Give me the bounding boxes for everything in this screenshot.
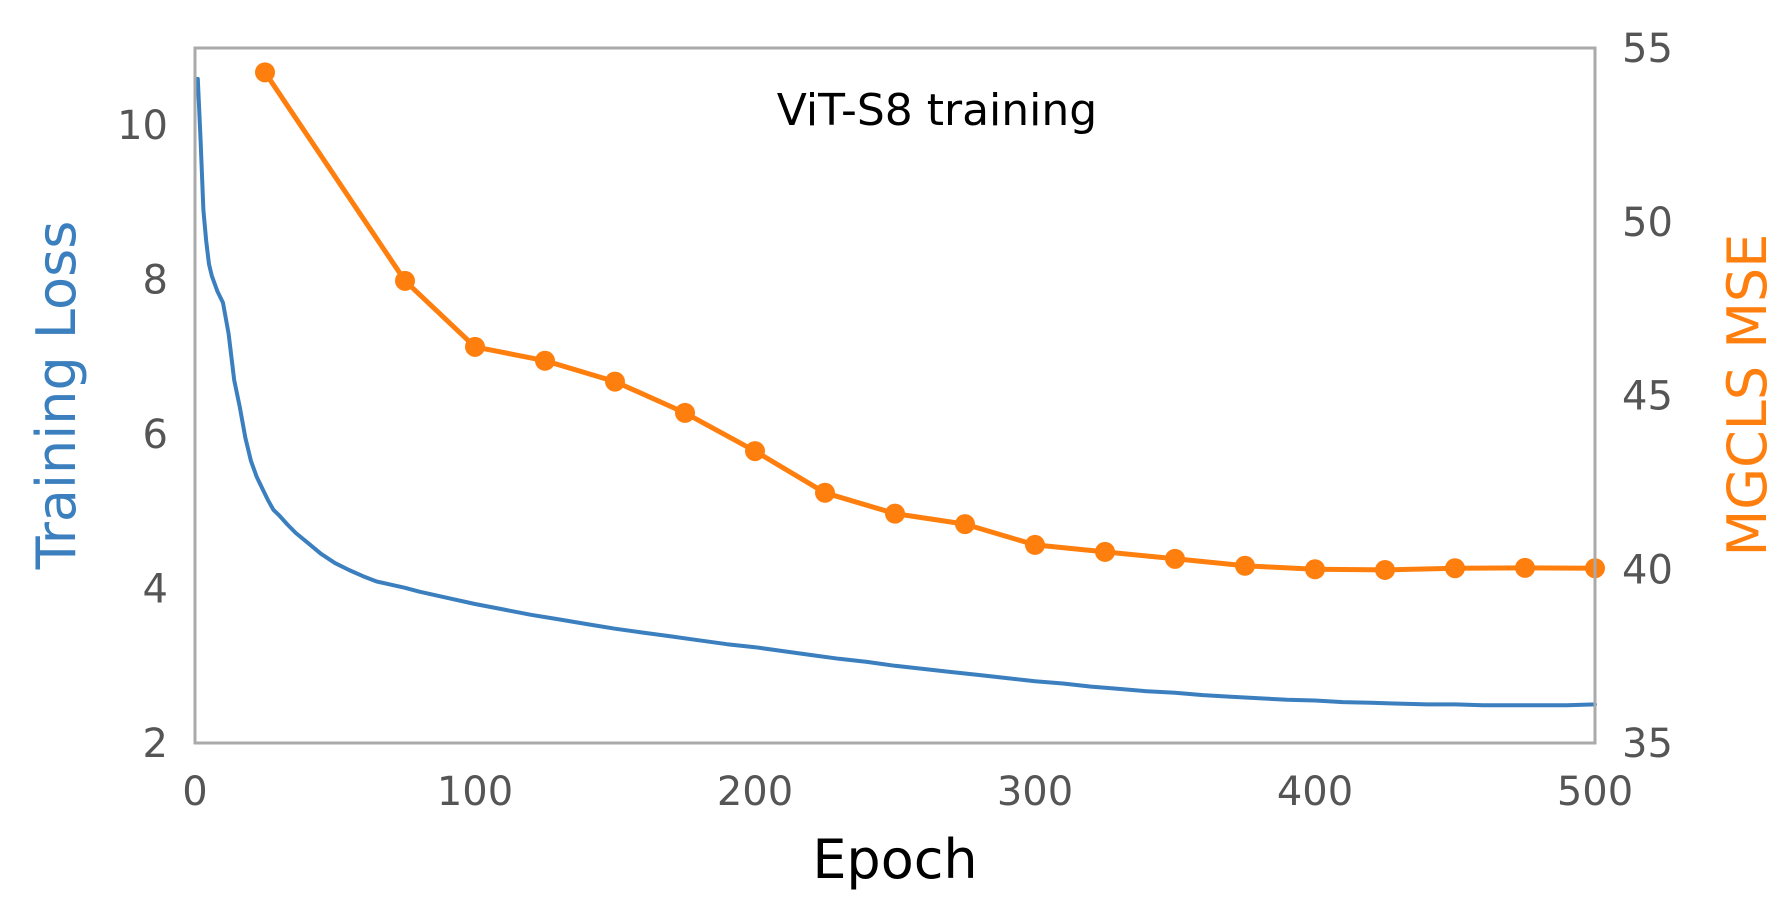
mgcls-mse-point <box>465 336 485 357</box>
mgcls-mse-line <box>262 69 1598 573</box>
mgcls-mse-point <box>1095 541 1115 562</box>
mgcls-mse-point <box>1025 534 1045 555</box>
mgcls-mse-point <box>1305 559 1325 580</box>
loss-line-layer <box>195 76 1597 708</box>
x-tick-label: 400 <box>1277 769 1353 815</box>
mgcls-mse-point <box>1235 555 1255 576</box>
x-ticks: 0 100 200 300 400 500 <box>182 769 1633 815</box>
y-left-tick-label: 10 <box>117 103 168 149</box>
mgcls-mse-point <box>1165 548 1185 569</box>
y-left-tick-label: 4 <box>143 567 168 613</box>
y-right-axis-title: MGCLS MSE <box>1716 234 1779 557</box>
mgcls-mse-point <box>815 482 835 503</box>
x-tick-label: 300 <box>997 769 1073 815</box>
mgcls-mse-point <box>675 402 695 423</box>
x-tick-label: 500 <box>1557 769 1633 815</box>
mgcls-mse-point <box>605 371 625 392</box>
x-tick-label: 0 <box>182 769 207 815</box>
y-right-ticks: 35 40 45 50 55 <box>1622 26 1673 767</box>
mgcls-mse-point <box>955 514 975 535</box>
y-left-tick-label: 8 <box>143 258 168 304</box>
mgcls-mse-point <box>255 62 275 83</box>
x-tick-label: 200 <box>717 769 793 815</box>
y-left-axis-title: Training Loss <box>25 221 88 571</box>
chart-title: ViT-S8 training <box>777 85 1097 136</box>
mgcls-mse-point <box>1445 558 1465 579</box>
mgcls-mse-point <box>745 441 765 462</box>
mse-line-layer <box>255 62 1605 580</box>
mgcls-mse-point <box>535 350 555 371</box>
plot-frame <box>193 46 1597 745</box>
mgcls-mse-point <box>395 270 415 291</box>
y-left-tick-label: 6 <box>143 412 168 458</box>
y-right-tick-label: 40 <box>1622 547 1673 593</box>
training-loss-line <box>195 76 1597 708</box>
x-tick-label: 100 <box>437 769 513 815</box>
y-right-tick-label: 55 <box>1622 26 1673 72</box>
y-right-tick-label: 45 <box>1622 374 1673 420</box>
mgcls-mse-point <box>1515 557 1535 578</box>
y-right-tick-label: 35 <box>1622 721 1673 767</box>
y-left-ticks: 2 4 6 8 10 <box>117 103 168 767</box>
y-right-tick-label: 50 <box>1622 200 1673 246</box>
x-axis-title: Epoch <box>812 828 977 891</box>
mgcls-mse-point <box>1375 559 1395 580</box>
y-left-tick-label: 2 <box>143 721 168 767</box>
mgcls-mse-point <box>885 503 905 524</box>
